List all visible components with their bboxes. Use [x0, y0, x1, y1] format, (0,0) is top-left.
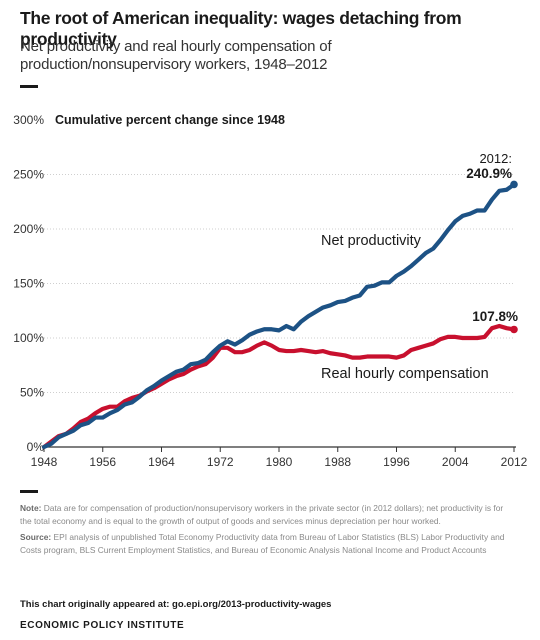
x-tick-label-1988: 1988	[324, 455, 351, 469]
chart-title: The root of American inequality: wages d…	[20, 8, 462, 49]
appeared-label: This chart originally appeared at:	[20, 599, 170, 610]
appeared-line: This chart originally appeared at: go.ep…	[20, 599, 331, 610]
chart-subtitle: Net productivity and real hourly compens…	[20, 38, 332, 73]
note: Note: Data are for compensation of produ…	[20, 502, 516, 527]
series-lines	[41, 180, 518, 450]
productivity-end-point	[510, 180, 518, 189]
y-tick-label-150: 150%	[13, 277, 44, 291]
organization-name: ECONOMIC POLICY INSTITUTE	[20, 620, 185, 631]
compensation-series-label: Real hourly compensation	[321, 366, 489, 382]
line-chart: 0%50%100%150%200%250%300% 1948 1956 1964 19…	[13, 113, 528, 469]
compensation-end-point	[510, 325, 518, 334]
x-tick-label-2012: 2012	[501, 455, 528, 469]
end-year-label: 2012:	[479, 151, 512, 166]
productivity-line	[41, 182, 517, 450]
footer-divider	[20, 490, 38, 493]
productivity-series-label: Net productivity	[321, 233, 422, 249]
note-label: Note:	[20, 503, 42, 513]
chart-notes: Note: Data are for compensation of produ…	[20, 502, 516, 556]
x-tick-label-2004: 2004	[442, 455, 469, 469]
compensation-line	[41, 323, 517, 450]
x-tick-labels: 1948 1956 1964 1972 1980 1988 1996 2004 2012	[31, 447, 528, 469]
productivity-end-value: 240.9%	[466, 166, 512, 181]
x-tick-label-1980: 1980	[266, 455, 293, 469]
source-text: EPI analysis of unpublished Total Econom…	[20, 532, 505, 555]
appeared-link[interactable]: go.epi.org/2013-productivity-wages	[172, 599, 332, 610]
source-label: Source:	[20, 532, 52, 542]
y-tick-label-250: 250%	[13, 168, 44, 182]
source: Source: EPI analysis of unpublished Tota…	[20, 531, 516, 556]
x-tick-label-1948: 1948	[31, 455, 58, 469]
compensation-end-value: 107.8%	[472, 309, 518, 324]
y-tick-labels: 0% 50% 100% 150% 200% 250% 300%	[13, 113, 44, 454]
x-tick-label-1956: 1956	[89, 455, 116, 469]
x-tick-label-1964: 1964	[148, 455, 175, 469]
header-divider	[20, 85, 38, 88]
y-tick-label-200: 200%	[13, 222, 44, 236]
y-axis-label: Cumulative percent change since 1948	[55, 113, 285, 127]
x-tick-label-1972: 1972	[207, 455, 234, 469]
y-tick-label-50: 50%	[20, 386, 44, 400]
y-tick-label-300: 300%	[13, 113, 44, 127]
gridlines	[44, 174, 516, 448]
note-text: Data are for compensation of production/…	[20, 503, 504, 526]
y-tick-label-100: 100%	[13, 331, 44, 345]
y-tick-label-0: 0%	[27, 440, 45, 454]
x-tick-label-1996: 1996	[383, 455, 410, 469]
